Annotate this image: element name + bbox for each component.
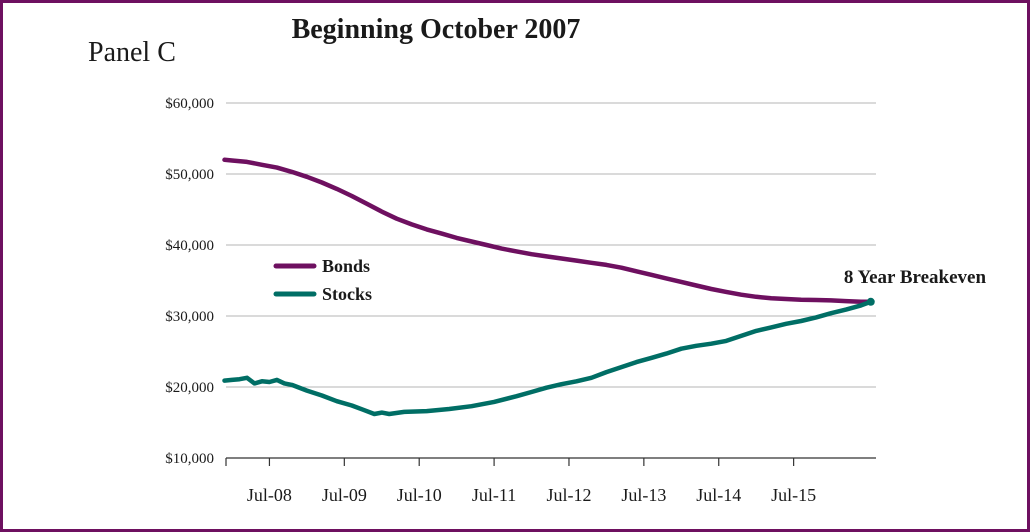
- x-tick-label: Jul-13: [621, 485, 666, 505]
- y-tick-label: $50,000: [165, 167, 214, 183]
- y-tick-label: $30,000: [165, 309, 214, 325]
- grid-layer: [226, 102, 876, 388]
- legend: Bonds Stocks: [273, 256, 372, 304]
- panel-label: Panel C: [88, 37, 176, 68]
- breakeven-annotation: 8 Year Breakeven: [844, 267, 987, 288]
- x-tick-label: Jul-10: [397, 485, 442, 505]
- legend-label-stocks: Stocks: [322, 284, 372, 304]
- x-tick-label: Jul-14: [696, 485, 741, 505]
- chart-title: Beginning October 2007: [292, 14, 581, 45]
- marker-layer: [866, 297, 875, 306]
- legend-label-bonds: Bonds: [322, 256, 370, 276]
- x-tick-label: Jul-08: [247, 485, 292, 505]
- x-tick-label: Jul-09: [322, 485, 367, 505]
- breakeven-point: [866, 297, 875, 306]
- y-tick-label: $60,000: [165, 96, 214, 112]
- x-tick-label: Jul-11: [472, 485, 516, 505]
- y-tick-label: $10,000: [165, 451, 214, 467]
- series-line-bonds: [222, 157, 874, 305]
- series-line-stocks: [222, 299, 874, 417]
- series-layer: [222, 157, 874, 417]
- y-tick-label: $20,000: [165, 380, 214, 396]
- x-tick-label: Jul-12: [546, 485, 591, 505]
- axis-layer: $60,000 $50,000 $40,000 $30,000 $20,000 $10,0…: [165, 96, 876, 505]
- x-tick-label: Jul-15: [771, 485, 816, 505]
- y-tick-label: $40,000: [165, 238, 214, 254]
